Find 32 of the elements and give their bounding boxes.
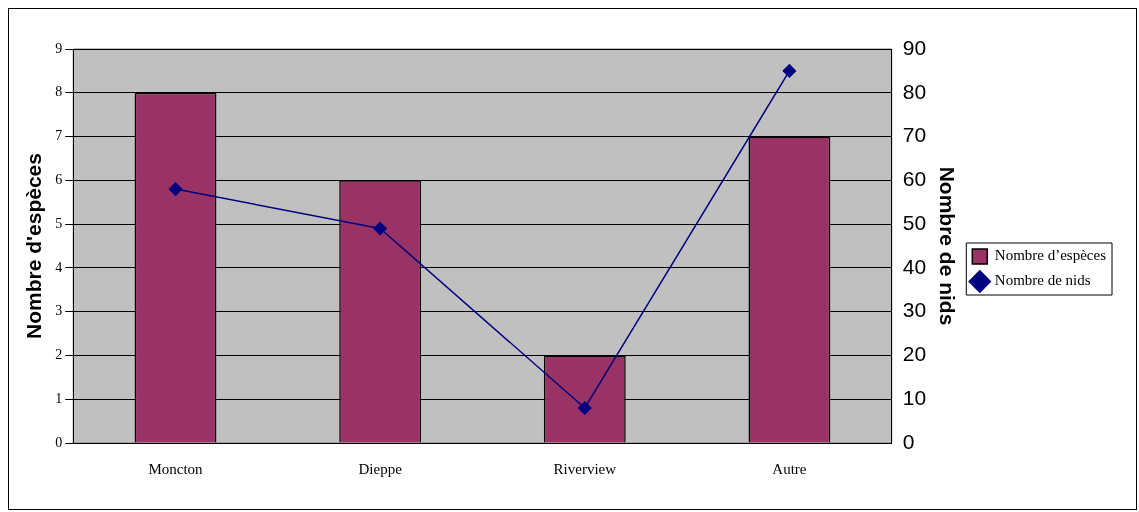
point [373, 221, 387, 236]
y-tick-label: 0 [55, 434, 63, 450]
y2-tick-label: 80 [902, 79, 927, 103]
y2-tick-label: 30 [902, 298, 927, 322]
point [168, 182, 183, 196]
point [578, 401, 592, 415]
point [782, 64, 797, 78]
y2-tick-label: 50 [902, 210, 927, 234]
y2-tick-label: 20 [902, 342, 927, 366]
y-tick-label: 6 [55, 172, 63, 188]
legend-label: Nombre de nids [994, 272, 1091, 289]
y-tick-label: 2 [55, 347, 63, 363]
y2-tick-label: 10 [902, 386, 927, 410]
legend-label: Nombre d’espèces [994, 247, 1107, 264]
x-tick-label: Dieppe [358, 460, 403, 477]
y-tick-label: 5 [55, 215, 63, 231]
y2-tick-label: 70 [902, 123, 927, 147]
x-tick-label: Moncton [148, 460, 204, 477]
y2-tick-label: 90 [902, 35, 927, 59]
x-tick-label: Autre [772, 460, 807, 477]
x-tick-label: Riverview [553, 460, 617, 477]
y2-axis-title: Nombre de nids [935, 166, 959, 326]
y-tick-label: 7 [55, 128, 63, 144]
y-tick-label: 8 [55, 84, 63, 100]
y-tick-label: 4 [55, 259, 63, 275]
y-axis-title: Nombre d'espèces [22, 153, 46, 339]
y2-tick-label: 0 [902, 429, 915, 453]
y-tick-label: 9 [55, 40, 63, 56]
y-tick-label: 3 [55, 303, 63, 319]
y2-tick-label: 40 [902, 254, 927, 278]
y-tick-label: 1 [55, 390, 63, 406]
y2-tick-label: 60 [902, 167, 927, 191]
